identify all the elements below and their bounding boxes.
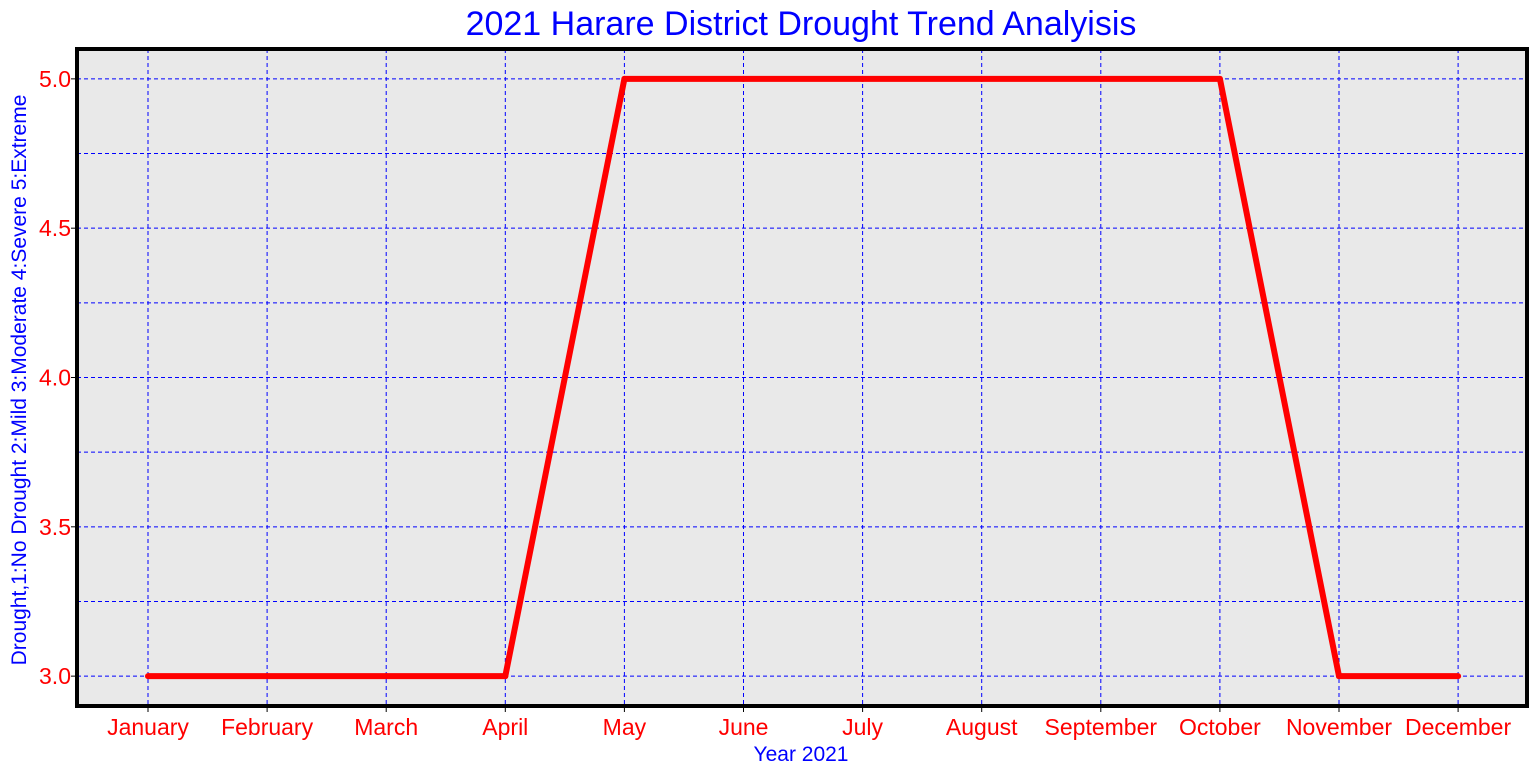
data-point xyxy=(978,75,985,82)
data-point xyxy=(621,75,628,82)
data-point xyxy=(1336,673,1342,680)
x-tick-label: February xyxy=(221,714,314,740)
x-tick-label: July xyxy=(842,714,883,740)
series-group xyxy=(145,75,1462,680)
y-tick-label: 5.0 xyxy=(39,66,71,92)
y-tick-label: 4.0 xyxy=(39,365,71,391)
x-tick-label: June xyxy=(719,714,769,740)
x-tick-label: October xyxy=(1179,714,1261,740)
data-point xyxy=(859,75,866,82)
data-point xyxy=(145,673,151,680)
y-axis-ticks: 3.0 3.5 4.0 4.5 5.0 xyxy=(39,66,77,689)
y-tick-label: 3.0 xyxy=(39,663,71,689)
x-tick-label: April xyxy=(482,714,528,740)
x-tick-label: November xyxy=(1286,714,1392,740)
x-tick-label: May xyxy=(603,714,647,740)
x-tick-label: December xyxy=(1405,714,1511,740)
data-point xyxy=(502,673,509,680)
y-axis-label: Drought,1:No Drought 2:Mild 3:Moderate 4… xyxy=(8,95,31,666)
y-tick-label: 3.5 xyxy=(39,514,71,540)
data-point xyxy=(1455,673,1462,680)
data-point xyxy=(1216,75,1223,82)
data-point xyxy=(740,75,747,82)
series-line xyxy=(148,75,1459,680)
y-tick-label: 4.5 xyxy=(39,215,71,241)
data-point xyxy=(383,673,390,680)
x-tick-label: September xyxy=(1045,714,1158,740)
x-axis-ticks: January February March April May June July Augu… xyxy=(107,706,1511,740)
chart-title: 2021 Harare District Drought Trend Analy… xyxy=(466,5,1137,43)
data-point xyxy=(1097,75,1104,82)
x-tick-label: January xyxy=(107,714,189,740)
data-point xyxy=(264,673,271,680)
x-tick-label: August xyxy=(946,714,1018,740)
grid-lines xyxy=(77,49,1527,706)
x-tick-label: March xyxy=(354,714,418,740)
x-axis-label: Year 2021 xyxy=(754,743,849,766)
